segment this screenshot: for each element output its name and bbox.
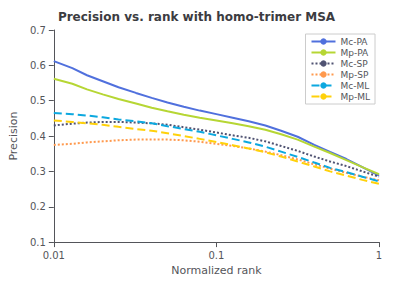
svg-text:0.3: 0.3 bbox=[30, 166, 46, 177]
svg-text:Mp-PA: Mp-PA bbox=[340, 48, 369, 58]
svg-text:Mc-PA: Mc-PA bbox=[340, 37, 368, 47]
svg-text:0.1: 0.1 bbox=[30, 237, 46, 248]
svg-text:Precision: Precision bbox=[7, 111, 20, 160]
svg-text:Precision vs. rank with homo-t: Precision vs. rank with homo-trimer MSA bbox=[58, 10, 336, 24]
svg-text:1: 1 bbox=[376, 250, 382, 261]
svg-text:0.2: 0.2 bbox=[30, 201, 46, 212]
svg-text:Mp-SP: Mp-SP bbox=[340, 70, 368, 80]
svg-text:0.7: 0.7 bbox=[30, 25, 46, 36]
svg-text:Mc-ML: Mc-ML bbox=[340, 81, 369, 91]
svg-text:0.1: 0.1 bbox=[208, 250, 224, 261]
svg-text:0.6: 0.6 bbox=[30, 60, 46, 71]
svg-text:Mc-SP: Mc-SP bbox=[340, 59, 368, 69]
svg-text:Normalized rank: Normalized rank bbox=[171, 264, 262, 277]
svg-text:0.5: 0.5 bbox=[30, 95, 46, 106]
svg-text:0.01: 0.01 bbox=[43, 250, 65, 261]
svg-text:Mp-ML: Mp-ML bbox=[340, 92, 370, 102]
svg-text:0.4: 0.4 bbox=[30, 131, 46, 142]
